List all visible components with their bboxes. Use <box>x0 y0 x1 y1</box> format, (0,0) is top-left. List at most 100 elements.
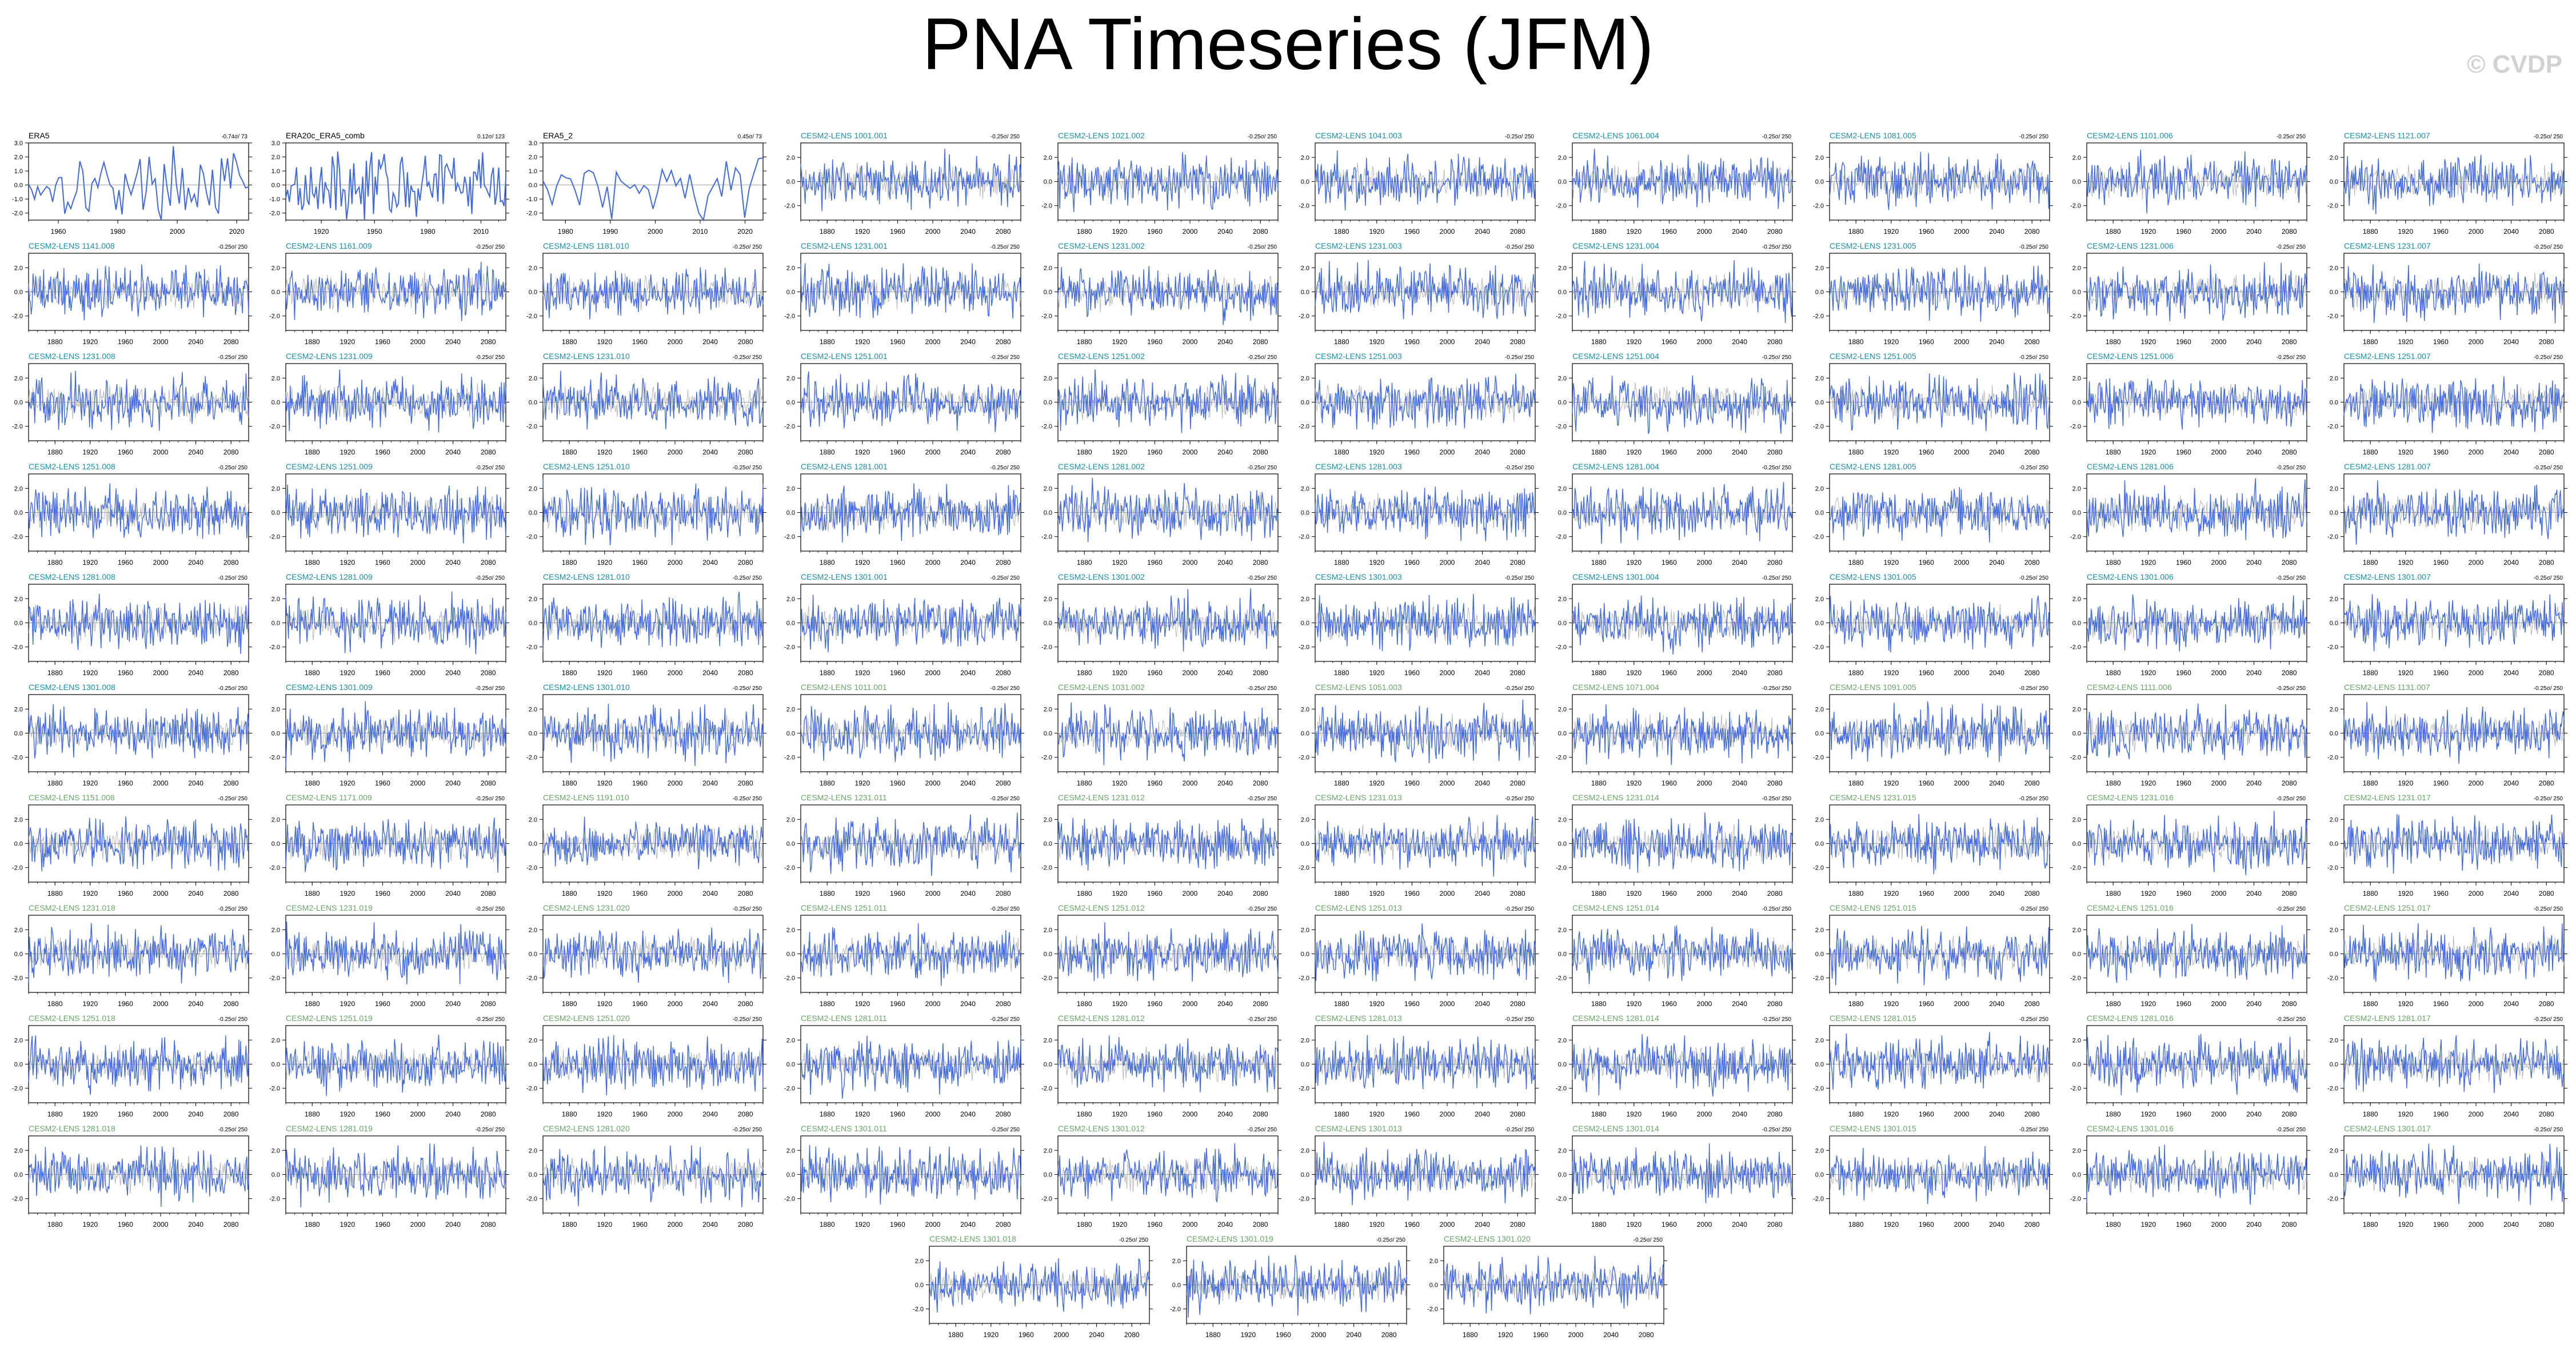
ensemble-line <box>542 605 764 640</box>
panel-trend-label: -0.25σ/ 250 <box>2277 465 2306 471</box>
y-tick-label: 0.0 <box>2072 841 2081 848</box>
x-tick-label: 2000 <box>1954 338 1970 346</box>
panel-title: CESM2-LENS 1231.016 <box>2087 793 2174 802</box>
y-tick-label: 2.0 <box>529 706 537 713</box>
timeseries-panel: CESM2-LENS 1251.020 -0.25σ/ 250 2.0 0.0 -2.0… <box>526 1014 766 1118</box>
y-tick-label: -2.0 <box>2070 1086 2081 1092</box>
y-tick-label: -2.0 <box>526 865 537 872</box>
y-tick-label: 2.0 <box>2072 375 2081 382</box>
x-tick-label: 2040 <box>2246 890 2262 898</box>
x-tick-label: 2040 <box>1475 559 1490 567</box>
y-tick-label: 2.0 <box>1815 596 1824 603</box>
timeseries-panel: CESM2-LENS 1251.005 -0.25σ/ 250 2.0 0.0 -2.0… <box>1813 352 2053 456</box>
x-tick-label: 2040 <box>702 1000 718 1008</box>
y-tick-label: 0.0 <box>2330 1062 2338 1068</box>
panel-trend-label: -0.25σ/ 250 <box>476 465 505 471</box>
x-tick-label: 1920 <box>1369 890 1384 898</box>
x-tick-label: 1880 <box>1848 448 1864 456</box>
y-tick-label: -2.0 <box>269 975 280 982</box>
y-tick-label: 2.0 <box>14 265 23 272</box>
timeseries-panel: CESM2-LENS 1231.012 -0.25σ/ 250 2.0 0.0 -2.0… <box>1041 793 1281 898</box>
y-tick-label: 2.0 <box>271 596 280 603</box>
timeseries-panel: CESM2-LENS 1251.008 -0.25σ/ 250 2.0 0.0 -2.0… <box>12 462 252 567</box>
x-tick-label: 2040 <box>445 890 461 898</box>
timeseries-panel: CESM2-LENS 1111.006 -0.25σ/ 250 2.0 0.0 -2.0… <box>2070 683 2310 787</box>
panel-title: CESM2-LENS 1111.006 <box>2087 683 2172 692</box>
x-tick-label: 1880 <box>305 448 320 456</box>
pna-series-line <box>1829 596 2050 653</box>
panel-title: CESM2-LENS 1251.007 <box>2344 352 2431 361</box>
y-tick-label: 0.0 <box>1301 289 1309 296</box>
panel-trend-label: -0.25σ/ 250 <box>1505 134 1535 140</box>
x-tick-label: 1960 <box>2433 779 2449 787</box>
panel-trend-label: -0.25σ/ 250 <box>733 1127 762 1133</box>
panel-trend-label: -0.25σ/ 250 <box>2534 685 2563 692</box>
y-tick-label: 2.0 <box>1301 706 1309 713</box>
timeseries-panel: CESM2-LENS 1251.004 -0.25σ/ 250 2.0 0.0 -2.0… <box>1556 352 1796 456</box>
panel-title: CESM2-LENS 1231.019 <box>286 903 373 912</box>
x-tick-label: 2040 <box>1989 448 2004 456</box>
x-tick-label: 1880 <box>1591 338 1607 346</box>
y-tick-label: -2.0 <box>269 313 280 320</box>
x-tick-label: 2000 <box>410 559 426 567</box>
timeseries-panel: CESM2-LENS 1031.002 -0.25σ/ 250 2.0 0.0 -2.0… <box>1041 683 1281 787</box>
x-tick-label: 2000 <box>153 779 169 787</box>
y-tick-label: -2.0 <box>2070 313 2081 320</box>
x-tick-label: 2040 <box>1217 1000 1233 1008</box>
x-tick-label: 2080 <box>1767 1000 1783 1008</box>
panel-trend-label: -0.25σ/ 250 <box>991 906 1020 912</box>
panel-trend-label: -0.25σ/ 250 <box>1505 906 1535 912</box>
y-tick-label: -2.0 <box>269 865 280 872</box>
x-tick-label: 2040 <box>1989 559 2004 567</box>
y-tick-label: 0.0 <box>2072 510 2081 517</box>
x-tick-label: 1960 <box>1404 890 1420 898</box>
x-tick-label: 2040 <box>1475 1000 1490 1008</box>
x-tick-label: 1880 <box>1848 338 1864 346</box>
x-tick-label: 2040 <box>702 448 718 456</box>
x-tick-label: 1920 <box>2398 779 2413 787</box>
x-tick-label: 1920 <box>2140 338 2156 346</box>
x-tick-label: 2080 <box>481 890 496 898</box>
x-tick-label: 1960 <box>2176 559 2191 567</box>
x-tick-label: 2080 <box>1510 448 1525 456</box>
y-tick-label: -2.0 <box>2327 534 2338 541</box>
x-tick-label: 2000 <box>153 1221 169 1229</box>
x-tick-label: 2000 <box>2211 559 2227 567</box>
y-tick-label: -2.0 <box>1041 424 1052 430</box>
x-tick-label: 2040 <box>960 1110 976 1118</box>
panel-trend-label: -0.25σ/ 250 <box>733 796 762 802</box>
y-tick-label: -2.0 <box>1813 424 1824 430</box>
x-tick-label: 2000 <box>668 1110 683 1118</box>
y-tick-label: 2.0 <box>271 485 280 492</box>
panel-trend-label: -0.25σ/ 250 <box>2277 244 2306 250</box>
x-tick-label: 1880 <box>562 669 577 677</box>
x-tick-label: 1960 <box>1919 890 1934 898</box>
y-tick-label: 2.0 <box>2330 927 2338 934</box>
x-tick-label: 2040 <box>2503 669 2519 677</box>
y-tick-label: -2.0 <box>269 424 280 430</box>
x-tick-label: 1920 <box>340 890 355 898</box>
x-tick-label: 1960 <box>1919 559 1934 567</box>
panel-title: CESM2-LENS 1251.020 <box>543 1014 630 1023</box>
x-tick-label: 1920 <box>854 890 870 898</box>
y-tick-label: -2.0 <box>1556 1086 1567 1092</box>
y-tick-label: 0.0 <box>14 182 23 189</box>
panel-title: CESM2-LENS 1251.001 <box>801 352 888 361</box>
panel-trend-label: -0.25σ/ 250 <box>476 354 505 361</box>
panel-trend-label: -0.25σ/ 250 <box>2019 906 2049 912</box>
x-tick-label: 2080 <box>1253 1110 1268 1118</box>
x-tick-label: 2040 <box>188 1000 203 1008</box>
x-tick-label: 1880 <box>47 338 63 346</box>
x-tick-label: 1880 <box>305 669 320 677</box>
panel-trend-label: -0.25σ/ 250 <box>218 465 248 471</box>
x-tick-label: 2080 <box>2539 779 2554 787</box>
pna-series-line <box>1829 926 2050 986</box>
y-tick-label: 2.0 <box>1558 485 1567 492</box>
pna-series-line <box>2086 149 2307 214</box>
x-tick-label: 1960 <box>1662 559 1677 567</box>
y-tick-label: 0.0 <box>2330 731 2338 737</box>
pna-series-line <box>542 479 764 546</box>
panel-trend-label: -0.25σ/ 250 <box>2019 685 2049 692</box>
panel-title: CESM2-LENS 1251.004 <box>1572 352 1659 361</box>
timeseries-panel: CESM2-LENS 1091.005 -0.25σ/ 250 2.0 0.0 -2.0… <box>1813 683 2053 787</box>
